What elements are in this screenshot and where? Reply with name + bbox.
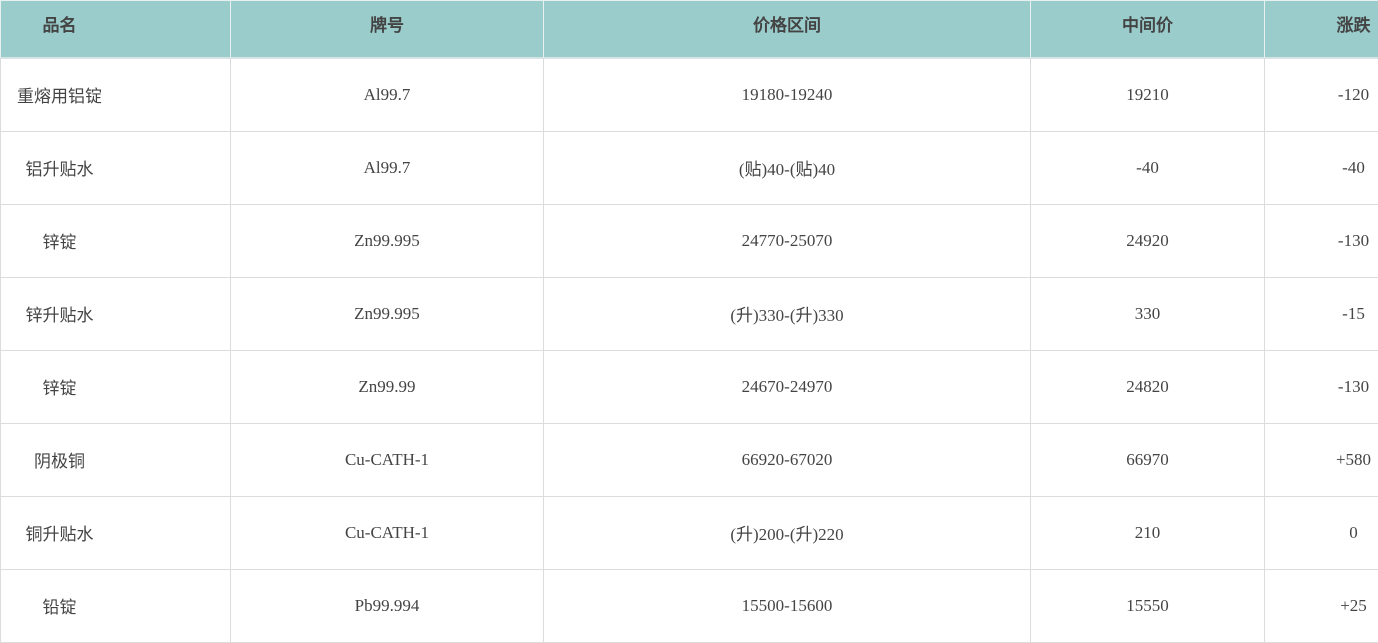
cell-change: +580 bbox=[1265, 423, 1378, 496]
cell-mid-price: 330 bbox=[1031, 277, 1265, 350]
cell-price-range: 19180-19240 bbox=[544, 58, 1031, 132]
cell-product-name: 铜升贴水 bbox=[1, 496, 231, 569]
cell-change: -120 bbox=[1265, 58, 1378, 132]
cell-grade: Cu-CATH-1 bbox=[231, 496, 544, 569]
header-mid-price: 中间价 bbox=[1031, 1, 1265, 58]
cell-grade: Cu-CATH-1 bbox=[231, 423, 544, 496]
header-change: 涨跌 bbox=[1265, 1, 1378, 58]
cell-product-name: 阴极铜 bbox=[1, 423, 231, 496]
cell-mid-price: 24820 bbox=[1031, 350, 1265, 423]
cell-mid-price: 66970 bbox=[1031, 423, 1265, 496]
cell-price-range: 24770-25070 bbox=[544, 204, 1031, 277]
cell-product-name: 锌升贴水 bbox=[1, 277, 231, 350]
cell-grade: Zn99.995 bbox=[231, 204, 544, 277]
cell-grade: Pb99.994 bbox=[231, 569, 544, 642]
table-header-row: 品名 牌号 价格区间 中间价 涨跌 bbox=[1, 1, 1378, 58]
cell-price-range: (升)330-(升)330 bbox=[544, 277, 1031, 350]
cell-change: -40 bbox=[1265, 131, 1378, 204]
cell-product-name: 重熔用铝锭 bbox=[1, 58, 231, 132]
cell-grade: Al99.7 bbox=[231, 131, 544, 204]
cell-grade: Zn99.99 bbox=[231, 350, 544, 423]
cell-mid-price: 210 bbox=[1031, 496, 1265, 569]
header-price-range: 价格区间 bbox=[544, 1, 1031, 58]
header-product-name: 品名 bbox=[1, 1, 231, 58]
cell-mid-price: 15550 bbox=[1031, 569, 1265, 642]
cell-product-name: 锌锭 bbox=[1, 350, 231, 423]
cell-product-name: 铅锭 bbox=[1, 569, 231, 642]
cell-mid-price: -40 bbox=[1031, 131, 1265, 204]
cell-change: -130 bbox=[1265, 350, 1378, 423]
cell-price-range: (升)200-(升)220 bbox=[544, 496, 1031, 569]
cell-grade: Al99.7 bbox=[231, 58, 544, 132]
cell-product-name: 铝升贴水 bbox=[1, 131, 231, 204]
cell-price-range: 24670-24970 bbox=[544, 350, 1031, 423]
cell-price-range: (贴)40-(贴)40 bbox=[544, 131, 1031, 204]
cell-change: +25 bbox=[1265, 569, 1378, 642]
cell-grade: Zn99.995 bbox=[231, 277, 544, 350]
header-grade: 牌号 bbox=[231, 1, 544, 58]
cell-change: 0 bbox=[1265, 496, 1378, 569]
cell-change: -130 bbox=[1265, 204, 1378, 277]
cell-price-range: 15500-15600 bbox=[544, 569, 1031, 642]
cell-product-name: 锌锭 bbox=[1, 204, 231, 277]
cell-mid-price: 24920 bbox=[1031, 204, 1265, 277]
cell-change: -15 bbox=[1265, 277, 1378, 350]
cell-price-range: 66920-67020 bbox=[544, 423, 1031, 496]
cell-mid-price: 19210 bbox=[1031, 58, 1265, 132]
